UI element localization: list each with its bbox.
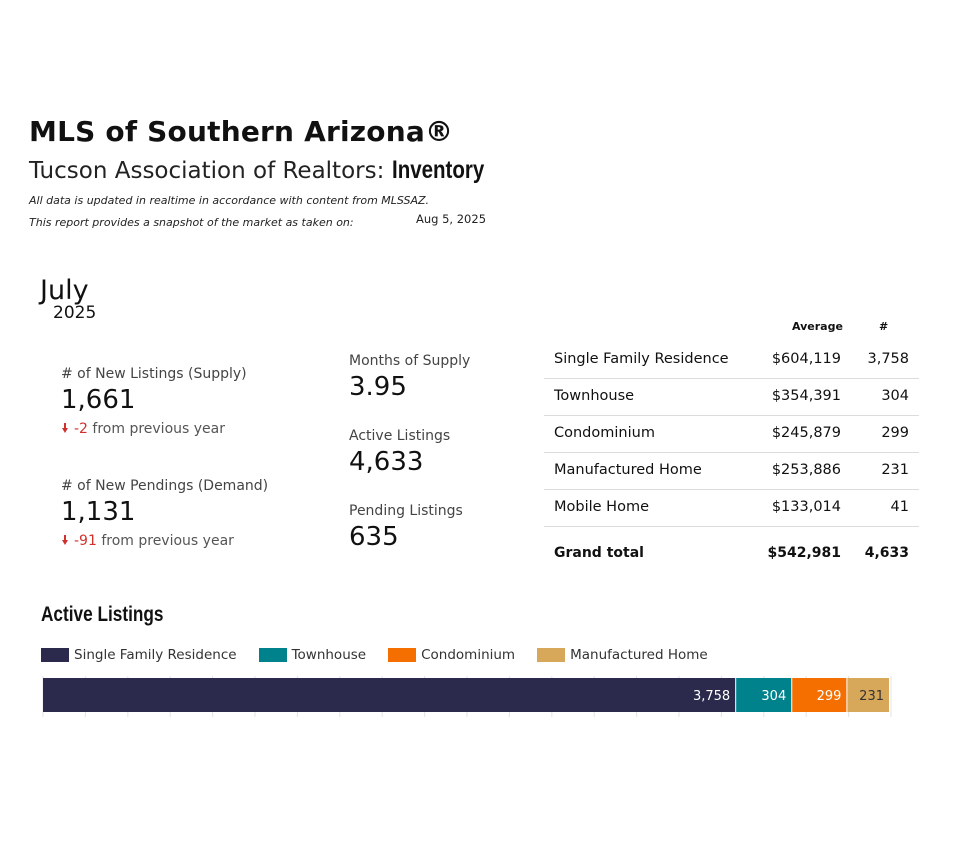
table-row: Single Family Residence $604,119 3,758 [544,342,919,379]
active-listings-chart: 3,758 304 299 231 [42,676,892,717]
page-subtitle: Tucson Association of Realtors: Inventor… [29,156,504,185]
new-pendings-delta-text: from previous year [101,533,234,549]
bar-segment [43,678,736,712]
new-listings-delta-value: -2 [74,421,88,437]
grand-total-label: Grand total [554,545,644,561]
chart-bars: 3,758 304 299 231 [43,678,889,712]
row-name: Townhouse [554,388,635,404]
row-average: $253,886 [771,462,841,478]
bar-data-label: 3,758 [693,689,730,704]
legend-label: Townhouse [291,647,367,663]
row-average: $245,879 [771,425,841,441]
property-type-table: Average # Single Family Residence $604,1… [544,320,919,573]
new-listings-value: 1,661 [61,385,136,415]
row-count: 41 [890,499,909,515]
legend-item: Condominium [388,647,515,663]
legend-label: Manufactured Home [570,647,708,663]
average-header: Average [792,320,843,333]
page-title: MLS of Southern Arizona® [29,115,454,148]
grand-total-count: 4,633 [864,545,909,561]
chart-legend: Single Family Residence Townhouse Condom… [41,646,730,664]
legend-swatch [41,648,69,662]
snapshot-note: This report provides a snapshot of the m… [29,216,354,229]
active-listings-value: 4,633 [349,447,424,477]
count-header: # [879,320,889,333]
new-pendings-delta: -91 from previous year [62,533,234,549]
bar-data-label: 231 [859,689,884,704]
row-count: 3,758 [867,351,909,367]
active-listings-label: Active Listings [349,428,451,444]
new-listings-label: # of New Listings (Supply) [61,366,247,382]
pending-listings-value: 635 [349,522,399,552]
legend-label: Condominium [421,647,516,663]
row-name: Manufactured Home [554,462,702,478]
grand-total-average: $542,981 [767,545,841,561]
new-listings-delta: -2 from previous year [62,421,225,437]
bar-segment [847,678,889,712]
row-name: Single Family Residence [554,351,729,367]
table-row: Townhouse $354,391 304 [544,379,919,416]
chart-title: Active Listings [41,603,164,626]
grand-total-row: Grand total $542,981 4,633 [544,527,919,573]
down-arrow-icon [62,423,68,433]
bar-data-label: 299 [817,689,842,704]
table-row: Manufactured Home $253,886 231 [544,453,919,490]
legend-item: Townhouse [258,647,367,663]
row-name: Condominium [554,425,655,441]
row-name: Mobile Home [554,499,649,515]
new-listings-delta-text: from previous year [92,421,225,437]
legend-swatch [388,648,417,662]
table-row: Condominium $245,879 299 [544,416,919,453]
row-average: $604,119 [771,351,841,367]
subtitle-bold: Inventory [391,156,484,184]
period-year: 2025 [53,303,97,323]
snapshot-date: Aug 5, 2025 [416,212,487,226]
bar-data-label: 304 [761,689,786,704]
row-count: 299 [881,425,909,441]
new-pendings-delta-value: -91 [74,533,97,549]
data-note: All data is updated in realtime in accor… [29,194,430,207]
months-supply-value: 3.95 [349,372,407,402]
legend-swatch [537,648,566,662]
bar-segment [792,678,847,712]
subtitle-prefix: Tucson Association of Realtors: [29,158,392,184]
period-month: July [40,275,89,306]
legend-item: Single Family Residence [41,647,237,663]
legend-item: Manufactured Home [537,647,708,663]
table-row: Mobile Home $133,014 41 [544,490,919,527]
row-count: 304 [881,388,909,404]
months-supply-label: Months of Supply [349,353,471,369]
bar-segment [736,678,792,712]
row-count: 231 [881,462,909,478]
down-arrow-icon [62,535,68,545]
pending-listings-label: Pending Listings [349,503,463,519]
new-pendings-value: 1,131 [61,497,136,527]
legend-label: Single Family Residence [74,647,237,663]
new-pendings-label: # of New Pendings (Demand) [61,478,269,494]
legend-swatch [258,648,287,662]
row-average: $354,391 [771,388,841,404]
row-average: $133,014 [771,499,841,515]
table-header: Average # [544,320,919,342]
